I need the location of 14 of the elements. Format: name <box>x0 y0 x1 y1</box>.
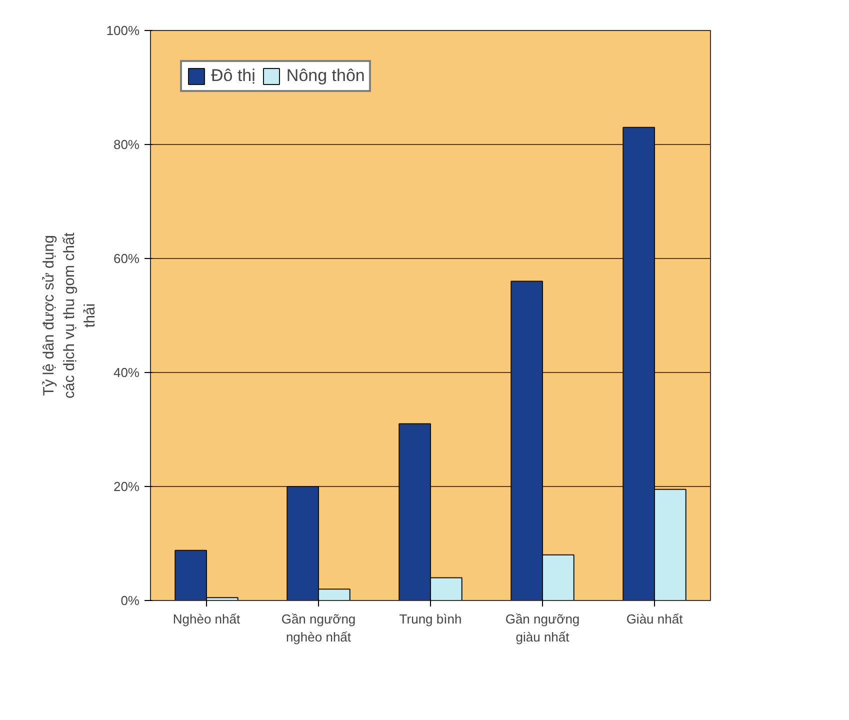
legend-label: Nông thôn <box>286 66 365 86</box>
y-tick-label: 80% <box>113 137 140 152</box>
y-tick-label: 0% <box>120 593 140 608</box>
y-tick-label: 60% <box>113 251 140 266</box>
x-tick-label: Gần ngưỡng giàu nhất <box>505 612 580 644</box>
x-tick-label: Giàu nhất <box>626 612 684 626</box>
x-tick-label: Trung bình <box>399 612 462 626</box>
legend-label: Đô thị <box>211 66 256 86</box>
y-axis-title: Tỷ lệ dân được sử dụng các dịch vụ thu gom chất thải <box>40 232 98 398</box>
x-tick-label: Nghèo nhất <box>172 612 240 626</box>
y-tick-label: 20% <box>113 479 140 494</box>
y-tick-label: 100% <box>106 23 140 38</box>
y-tick-label: 40% <box>113 365 140 380</box>
x-tick-label: Gần ngưỡng nghèo nhất <box>281 612 356 644</box>
